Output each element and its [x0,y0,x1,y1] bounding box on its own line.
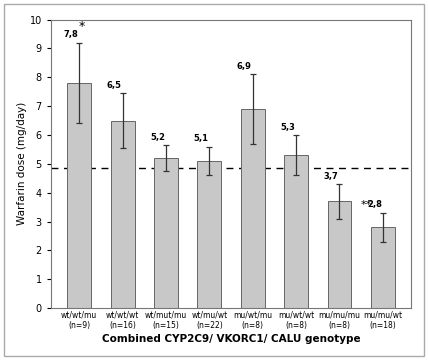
Bar [111,121,134,308]
Text: 5,2: 5,2 [150,132,165,141]
Text: *: * [78,19,85,32]
X-axis label: Combined CYP2C9/ VKORC1/ CALU genotype: Combined CYP2C9/ VKORC1/ CALU genotype [102,334,360,345]
Y-axis label: Warfarin dose (mg/day): Warfarin dose (mg/day) [17,102,27,225]
Bar [371,227,395,308]
Text: 3,7: 3,7 [324,172,339,181]
Bar [327,201,351,308]
Text: 5,3: 5,3 [280,122,295,131]
Bar [67,83,91,308]
Text: 7,8: 7,8 [64,30,78,39]
Bar [284,155,308,308]
Bar [241,109,265,308]
Bar [197,161,221,308]
Text: 6,9: 6,9 [237,62,252,71]
Text: **: ** [361,200,372,210]
Text: 6,5: 6,5 [107,81,122,90]
Text: 2,8: 2,8 [367,201,382,210]
Text: 5,1: 5,1 [193,134,208,143]
Bar [154,158,178,308]
